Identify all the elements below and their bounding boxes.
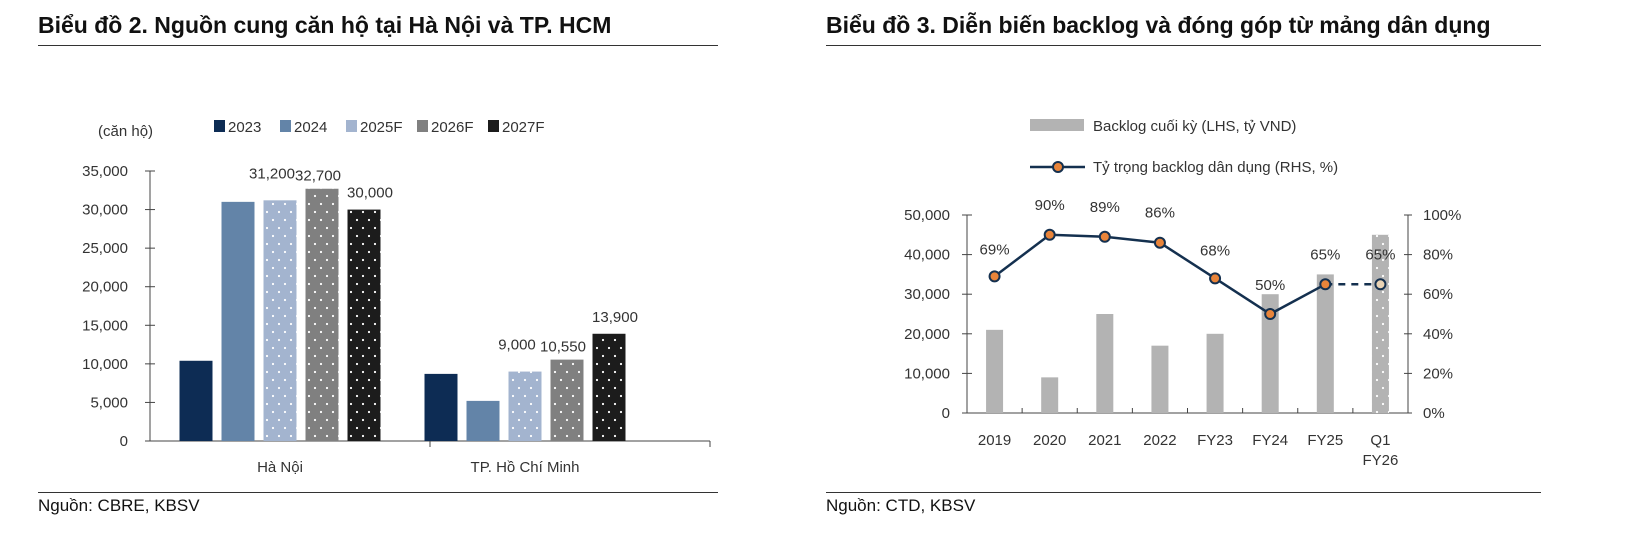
y2-tick-label: 80% [1423, 247, 1453, 264]
data-label: 68% [1200, 242, 1230, 259]
divider [826, 492, 1541, 493]
chart2-title: Biểu đồ 2. Nguồn cung căn hộ tại Hà Nội … [38, 12, 612, 38]
data-label: 90% [1035, 197, 1065, 214]
legend-label: 2024 [294, 119, 327, 136]
y-tick-label: 5,000 [90, 394, 128, 411]
data-label: 69% [980, 241, 1010, 258]
legend-label: 2025F [360, 119, 403, 136]
y2-tick-label: 20% [1423, 365, 1453, 382]
legend-swatch [280, 120, 291, 132]
x-category-label: FY26 [1363, 452, 1399, 469]
legend-swatch [488, 120, 499, 132]
legend-marker [1052, 161, 1064, 173]
bar-2024 [221, 201, 255, 441]
data-label: 30,000 [347, 185, 393, 202]
y-tick-label: 25,000 [82, 240, 128, 257]
divider [38, 45, 718, 46]
y2-tick-label: 100% [1423, 207, 1461, 224]
chart2-source: Nguồn: CBRE, KBSV [38, 496, 200, 515]
data-label: 86% [1145, 205, 1175, 222]
legend-swatch-bar [1030, 119, 1084, 131]
legend-swatch [417, 120, 428, 132]
chart3-title: Biểu đồ 3. Diễn biến backlog và đóng góp… [826, 12, 1491, 38]
legend-label: 2023 [228, 119, 261, 136]
y-axis-label: (căn hộ) [98, 123, 153, 140]
x-category-label: FY23 [1197, 432, 1233, 449]
data-label: 10,550 [540, 339, 586, 356]
bar-pattern [305, 188, 339, 441]
data-label: 13,900 [592, 309, 638, 326]
data-label: 89% [1090, 199, 1120, 216]
line-marker [1374, 278, 1387, 291]
x-category-label: 2019 [978, 432, 1011, 449]
data-label: 65% [1365, 246, 1395, 263]
line-marker [1209, 272, 1222, 285]
x-category-label: Hà Nội [257, 459, 303, 476]
y-tick-label: 20,000 [904, 326, 950, 343]
data-label: 50% [1255, 277, 1285, 294]
bar-2023 [424, 373, 458, 441]
backlog-bar [1316, 274, 1334, 413]
x-category-label: 2021 [1088, 432, 1121, 449]
y2-tick-label: 40% [1423, 326, 1453, 343]
data-label: 65% [1310, 246, 1340, 263]
backlog-bar [1206, 333, 1224, 413]
line-marker [1319, 278, 1332, 291]
line-marker [988, 270, 1001, 283]
legend-label: 2026F [431, 119, 474, 136]
y-tick-label: 35,000 [82, 163, 128, 180]
legend-swatch [214, 120, 225, 132]
y-tick-label: 0 [942, 405, 950, 422]
line-marker [1043, 228, 1056, 241]
bar-2024 [466, 400, 500, 441]
divider [826, 45, 1541, 46]
divider [38, 492, 718, 493]
bar-pattern [550, 359, 584, 441]
legend-swatch [346, 120, 357, 132]
y-tick-label: 20,000 [82, 279, 128, 296]
x-category-label: Q1 [1370, 432, 1390, 449]
x-category-label: 2022 [1143, 432, 1176, 449]
x-category-label: FY24 [1252, 432, 1288, 449]
y-tick-label: 40,000 [904, 247, 950, 264]
bar-pattern [263, 200, 297, 441]
bar-pattern [1371, 234, 1389, 413]
bar-pattern [508, 371, 542, 441]
legend-label: Backlog cuối kỳ (LHS, tỷ VND) [1093, 118, 1296, 135]
bar-pattern [592, 333, 626, 441]
backlog-bar [1151, 345, 1169, 413]
y-tick-label: 15,000 [82, 317, 128, 334]
data-label: 32,700 [295, 168, 341, 185]
x-category-label: 2020 [1033, 432, 1066, 449]
backlog-bar [986, 329, 1004, 413]
legend-label: 2027F [502, 119, 545, 136]
x-category-label: TP. Hồ Chí Minh [471, 459, 580, 476]
y-tick-label: 0 [120, 433, 128, 450]
chart3-source: Nguồn: CTD, KBSV [826, 496, 976, 515]
line-marker [1098, 230, 1111, 243]
y2-tick-label: 0% [1423, 405, 1445, 422]
y-tick-label: 10,000 [82, 356, 128, 373]
bar-pattern [347, 209, 381, 441]
x-category-label: FY25 [1307, 432, 1343, 449]
line-marker [1264, 308, 1277, 320]
y2-tick-label: 60% [1423, 286, 1453, 303]
data-label: 31,200 [249, 165, 295, 182]
backlog-bar [1096, 314, 1114, 413]
y-tick-label: 50,000 [904, 207, 950, 224]
y-tick-label: 30,000 [904, 286, 950, 303]
y-tick-label: 10,000 [904, 365, 950, 382]
backlog-bar [1041, 377, 1059, 413]
line-marker [1153, 236, 1166, 249]
legend-label: Tỷ trọng backlog dân dụng (RHS, %) [1093, 159, 1338, 176]
backlog-bar [1261, 294, 1279, 413]
y-tick-label: 30,000 [82, 202, 128, 219]
bar-2023 [179, 360, 213, 441]
data-label: 9,000 [498, 337, 536, 354]
